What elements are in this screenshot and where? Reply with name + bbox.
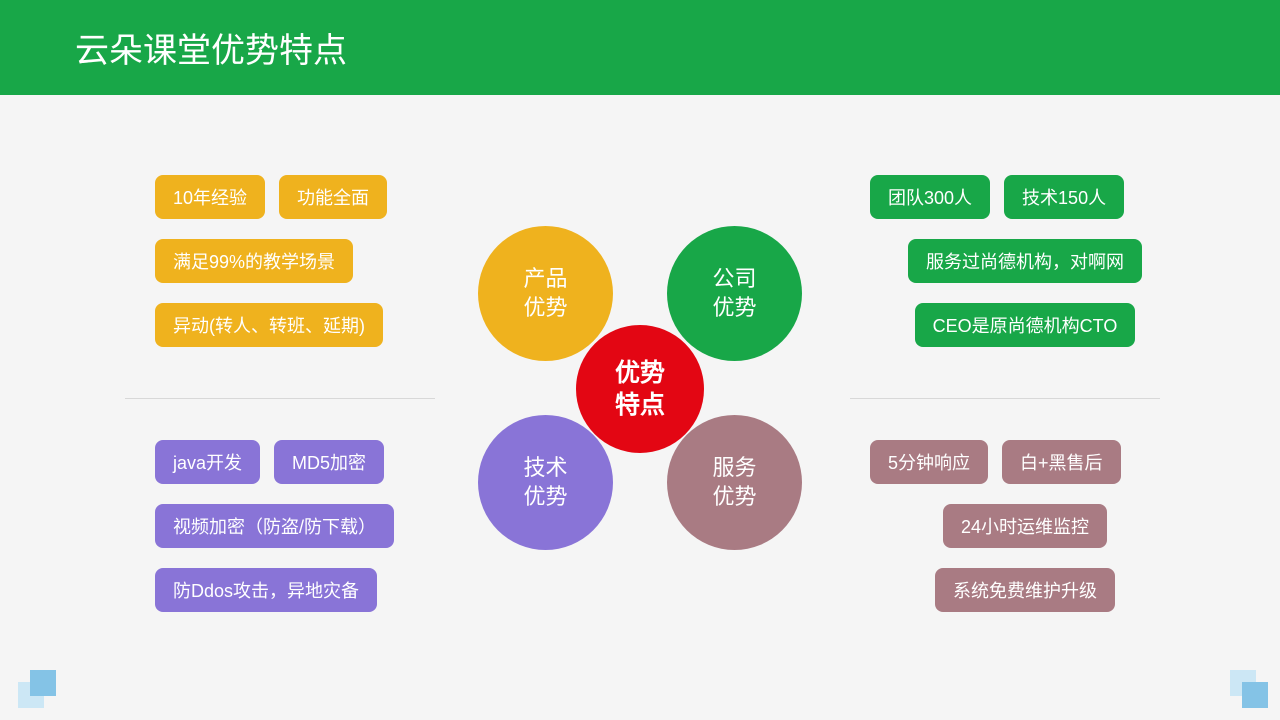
feature-tag: 24小时运维监控 [943, 504, 1107, 548]
feature-tag: 10年经验 [155, 175, 265, 219]
center-label-line1: 优势 [615, 357, 665, 390]
petal-label-line2: 优势 [523, 294, 567, 323]
feature-tag: 系统免费维护升级 [935, 568, 1115, 612]
petal-label-line2: 优势 [523, 483, 567, 512]
petal-label-line2: 优势 [712, 294, 756, 323]
feature-tag: 5分钟响应 [870, 440, 988, 484]
center-circle: 优势 特点 [576, 325, 704, 453]
feature-tag: 视频加密（防盗/防下载） [155, 504, 394, 548]
tag-row: 满足99%的教学场景 [155, 239, 465, 283]
page-title: 云朵课堂优势特点 [75, 23, 347, 72]
content-area: 产品 优势 公司 优势 技术 优势 服务 优势 优势 特点 10年经验功能全面满… [0, 95, 1280, 720]
quadrant-company: 团队300人技术150人服务过尚德机构，对啊网CEO是原尚德机构CTO [870, 175, 1180, 347]
petal-label-line1: 技术 [523, 454, 567, 483]
petal-service: 服务 优势 [667, 415, 802, 550]
feature-tag: 团队300人 [870, 175, 990, 219]
feature-tag: MD5加密 [274, 440, 384, 484]
feature-tag: 防Ddos攻击，异地灾备 [155, 568, 377, 612]
divider-right [850, 398, 1160, 399]
quadrant-product: 10年经验功能全面满足99%的教学场景异动(转人、转班、延期) [155, 175, 465, 347]
tag-row: java开发 MD5加密 [155, 440, 465, 484]
petal-company: 公司 优势 [667, 226, 802, 361]
tag-row: 系统免费维护升级 [870, 568, 1180, 612]
petal-label-line1: 服务 [712, 454, 756, 483]
petal-label-line1: 公司 [712, 265, 756, 294]
corner-deco-right [1230, 668, 1270, 708]
feature-tag: CEO是原尚德机构CTO [915, 303, 1136, 347]
tag-row: CEO是原尚德机构CTO [870, 303, 1180, 347]
tag-row: 防Ddos攻击，异地灾备 [155, 568, 465, 612]
petal-product: 产品 优势 [478, 226, 613, 361]
feature-tag: 异动(转人、转班、延期) [155, 303, 383, 347]
petal-label-line1: 产品 [523, 265, 567, 294]
tag-row: 10年经验功能全面 [155, 175, 465, 219]
quadrant-service: 5分钟响应白+黑售后 24小时运维监控系统免费维护升级 [870, 440, 1180, 612]
quadrant-tech: java开发 MD5加密视频加密（防盗/防下载） 防Ddos攻击，异地灾备 [155, 440, 465, 612]
divider-left [125, 398, 435, 399]
feature-tag: 技术150人 [1004, 175, 1124, 219]
corner-deco-left [18, 668, 58, 708]
tag-row: 服务过尚德机构，对啊网 [870, 239, 1180, 283]
tag-row: 异动(转人、转班、延期) [155, 303, 465, 347]
petal-label-line2: 优势 [712, 483, 756, 512]
feature-tag: 白+黑售后 [1002, 440, 1121, 484]
feature-tag: 满足99%的教学场景 [155, 239, 353, 283]
feature-tag: java开发 [155, 440, 260, 484]
center-label-line2: 特点 [615, 389, 665, 422]
petal-tech: 技术 优势 [478, 415, 613, 550]
feature-tag: 功能全面 [279, 175, 387, 219]
tag-row: 视频加密（防盗/防下载） [155, 504, 465, 548]
feature-tag: 服务过尚德机构，对啊网 [908, 239, 1142, 283]
tag-row: 团队300人技术150人 [870, 175, 1180, 219]
header-bar: 云朵课堂优势特点 [0, 0, 1280, 95]
tag-row: 5分钟响应白+黑售后 [870, 440, 1180, 484]
tag-row: 24小时运维监控 [870, 504, 1180, 548]
